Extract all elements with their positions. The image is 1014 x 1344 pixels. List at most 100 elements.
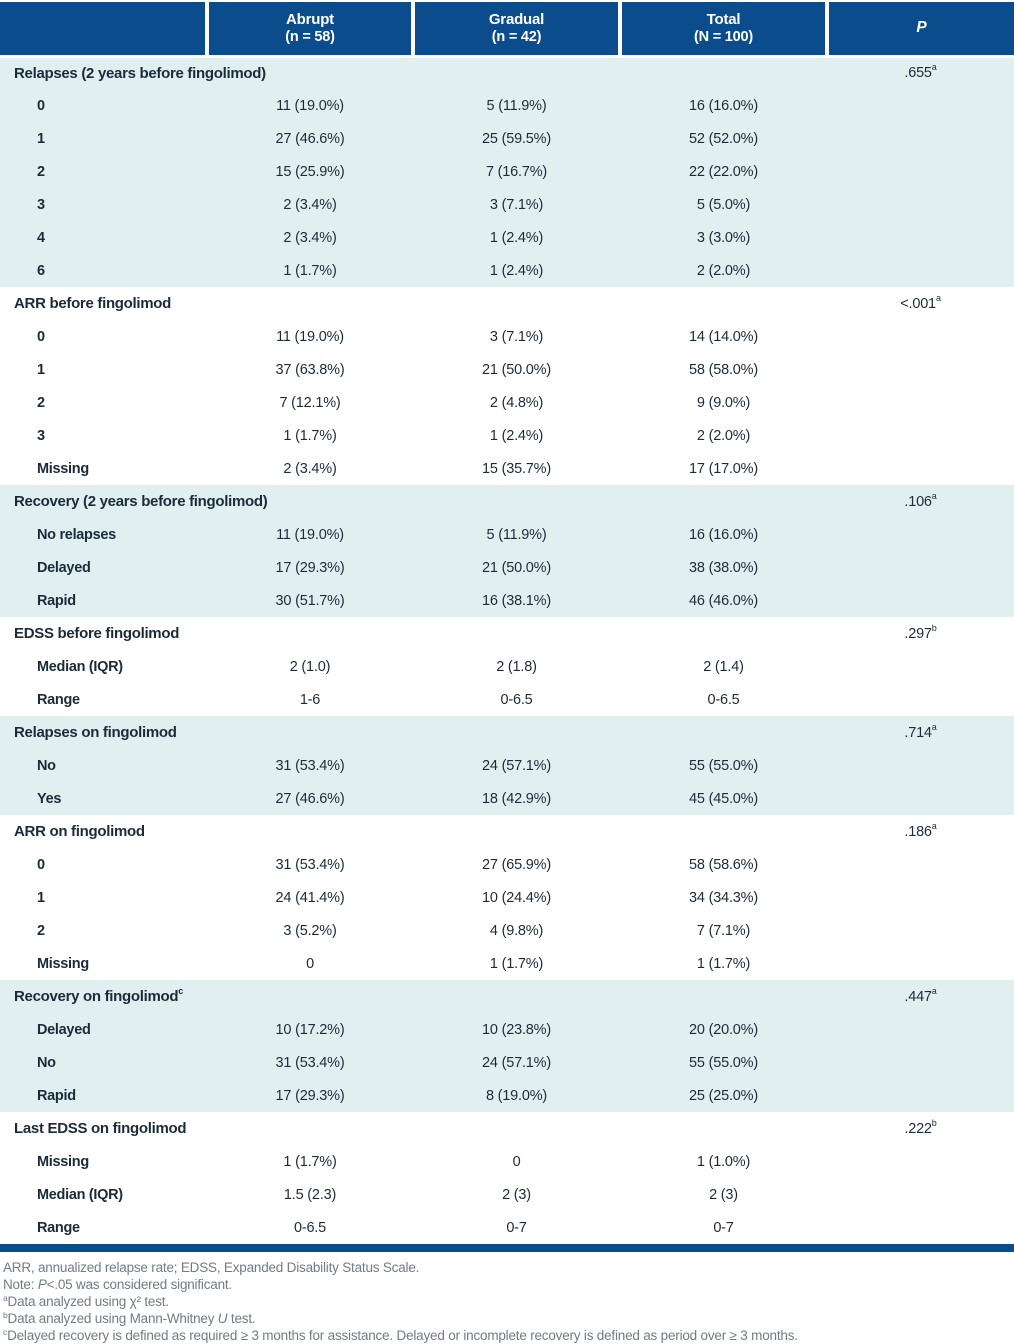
table-row: 0 11 (19.0%) 5 (11.9%) 16 (16.0%) xyxy=(0,89,1014,122)
cell-empty xyxy=(827,89,1014,122)
cell-empty xyxy=(827,155,1014,188)
row-label: Median (IQR) xyxy=(0,650,207,683)
cell-value: 27 (65.9%) xyxy=(413,848,620,881)
cell-empty xyxy=(827,551,1014,584)
table-row: Range 0-6.5 0-7 0-7 xyxy=(0,1211,1014,1244)
row-label: 3 xyxy=(0,419,207,452)
table-row: No 31 (53.4%) 24 (57.1%) 55 (55.0%) xyxy=(0,749,1014,782)
footnote-line: Note: P<.05 was considered significant. xyxy=(3,1277,232,1292)
cell-value: 24 (41.4%) xyxy=(207,881,413,914)
cell-value: 52 (52.0%) xyxy=(620,122,827,155)
row-label: Delayed xyxy=(0,551,207,584)
cell-value: 5 (11.9%) xyxy=(413,89,620,122)
cell-value: 2 (2.0%) xyxy=(620,419,827,452)
cell-value: 2 (2.0%) xyxy=(620,254,827,287)
cell-empty xyxy=(827,881,1014,914)
cell-value: 0-6.5 xyxy=(413,683,620,716)
table-row: Median (IQR) 1.5 (2.3) 2 (3) 2 (3) xyxy=(0,1178,1014,1211)
p-value: .186a xyxy=(827,815,1014,848)
section-header-row: Relapses on fingolimod .714a xyxy=(0,716,1014,749)
cell-value: 11 (19.0%) xyxy=(207,89,413,122)
cell-value: 5 (5.0%) xyxy=(620,188,827,221)
cell-empty xyxy=(827,1013,1014,1046)
cell-empty xyxy=(827,650,1014,683)
section-header-row: EDSS before fingolimod .297b xyxy=(0,617,1014,650)
cell-value: 0-7 xyxy=(413,1211,620,1244)
cell-value: 24 (57.1%) xyxy=(413,749,620,782)
cell-value: 18 (42.9%) xyxy=(413,782,620,815)
section-label: Relapses (2 years before fingolimod) xyxy=(0,56,827,89)
row-label: 2 xyxy=(0,914,207,947)
cell-value: 17 (29.3%) xyxy=(207,1079,413,1112)
cell-value: 1 (2.4%) xyxy=(413,419,620,452)
table-row: Rapid 17 (29.3%) 8 (19.0%) 25 (25.0%) xyxy=(0,1079,1014,1112)
cell-empty xyxy=(827,947,1014,980)
cell-value: 16 (16.0%) xyxy=(620,89,827,122)
cell-empty xyxy=(827,584,1014,617)
table-row: Missing 1 (1.7%) 0 1 (1.0%) xyxy=(0,1145,1014,1178)
cell-value: 55 (55.0%) xyxy=(620,1046,827,1079)
table-bottom-rule xyxy=(0,1244,1014,1252)
cell-empty xyxy=(827,122,1014,155)
row-label: Yes xyxy=(0,782,207,815)
cell-value: 37 (63.8%) xyxy=(207,353,413,386)
cell-value: 25 (59.5%) xyxy=(413,122,620,155)
p-value: .222b xyxy=(827,1112,1014,1145)
cell-value: 1 (1.7%) xyxy=(207,254,413,287)
cell-value: 45 (45.0%) xyxy=(620,782,827,815)
cell-value: 1 (1.0%) xyxy=(620,1145,827,1178)
cell-value: 1 (1.7%) xyxy=(413,947,620,980)
cell-value: 0 xyxy=(413,1145,620,1178)
cell-empty xyxy=(827,848,1014,881)
cell-value: 15 (35.7%) xyxy=(413,452,620,485)
cell-value: 38 (38.0%) xyxy=(620,551,827,584)
cell-value: 25 (25.0%) xyxy=(620,1079,827,1112)
row-label: No relapses xyxy=(0,518,207,551)
row-label: 6 xyxy=(0,254,207,287)
cell-value: 27 (46.6%) xyxy=(207,122,413,155)
cell-value: 14 (14.0%) xyxy=(620,320,827,353)
cell-empty xyxy=(827,1046,1014,1079)
cell-value: 9 (9.0%) xyxy=(620,386,827,419)
p-value: .655a xyxy=(827,56,1014,89)
cell-value: 8 (19.0%) xyxy=(413,1079,620,1112)
cell-value: 2 (3.4%) xyxy=(207,188,413,221)
row-label: Rapid xyxy=(0,1079,207,1112)
cell-empty xyxy=(827,353,1014,386)
section-label: ARR before fingolimod xyxy=(0,287,827,320)
cell-empty xyxy=(827,782,1014,815)
p-value: <.001a xyxy=(827,287,1014,320)
row-label: No xyxy=(0,1046,207,1079)
row-label: 0 xyxy=(0,848,207,881)
section-header-row: Recovery on fingolimodc .447a xyxy=(0,980,1014,1013)
row-label: 2 xyxy=(0,386,207,419)
cell-value: 0-7 xyxy=(620,1211,827,1244)
cell-value: 16 (38.1%) xyxy=(413,584,620,617)
row-label: Range xyxy=(0,1211,207,1244)
row-label: 1 xyxy=(0,353,207,386)
section-header-row: Relapses (2 years before fingolimod) .655… xyxy=(0,56,1014,89)
cell-value: 31 (53.4%) xyxy=(207,1046,413,1079)
table-row: Delayed 17 (29.3%) 21 (50.0%) 38 (38.0%) xyxy=(0,551,1014,584)
cell-empty xyxy=(827,320,1014,353)
cell-value: 0-6.5 xyxy=(207,1211,413,1244)
cell-empty xyxy=(827,386,1014,419)
cell-value: 46 (46.0%) xyxy=(620,584,827,617)
table-row: Yes 27 (46.6%) 18 (42.9%) 45 (45.0%) xyxy=(0,782,1014,815)
table-row: Rapid 30 (51.7%) 16 (38.1%) 46 (46.0%) xyxy=(0,584,1014,617)
patient-outcomes-table: Abrupt (n = 58) Gradual (n = 42) Total (N = 1… xyxy=(0,0,1014,1244)
footnote-line: aData analyzed using χ² test. xyxy=(3,1292,169,1309)
column-header-p: P xyxy=(825,0,1014,58)
p-value: .297b xyxy=(827,617,1014,650)
cell-value: 2 (4.8%) xyxy=(413,386,620,419)
cell-value: 30 (51.7%) xyxy=(207,584,413,617)
cell-value: 1 (2.4%) xyxy=(413,221,620,254)
cell-value: 3 (3.0%) xyxy=(620,221,827,254)
cell-empty xyxy=(827,254,1014,287)
cell-value: 2 (1.8) xyxy=(413,650,620,683)
table-row: Range 1-6 0-6.5 0-6.5 xyxy=(0,683,1014,716)
cell-empty xyxy=(827,188,1014,221)
table-row: 1 37 (63.8%) 21 (50.0%) 58 (58.0%) xyxy=(0,353,1014,386)
row-label: Range xyxy=(0,683,207,716)
row-label: 4 xyxy=(0,221,207,254)
